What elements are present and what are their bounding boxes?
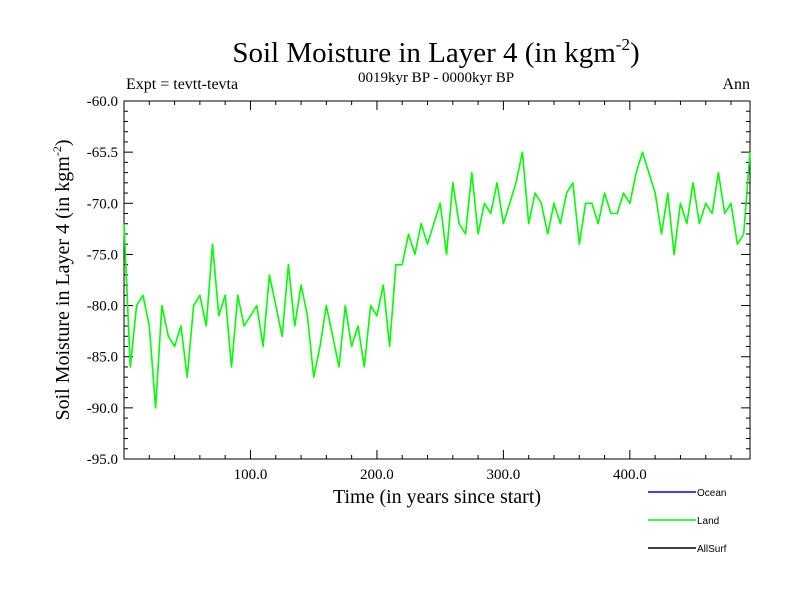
y-tick-label: -65.5	[87, 145, 118, 161]
y-axis-label-text: Soil Moisture in Layer 4 (in kgm	[52, 156, 74, 421]
series-line-land	[123, 151, 751, 409]
x-tick-label: 400.0	[613, 467, 647, 483]
y-tick-label: -95.0	[87, 452, 118, 468]
y-tick-label: -80.0	[87, 299, 118, 315]
plot-frame	[123, 100, 751, 460]
x-tick-label: 200.0	[360, 467, 394, 483]
y-tick-label: -90.0	[87, 401, 118, 417]
y-axis-label: Soil Moisture in Layer 4 (in kgm-2)	[50, 139, 74, 420]
y-axis-ticks: -60.0 -65.5 -70.0 -75.0 -80.0 -85.0 -90.0 -95.0	[87, 94, 750, 468]
chart-title: Soil Moisture in Layer 4 (in kgm-2)	[232, 35, 639, 69]
y-tick-label: -75.0	[87, 247, 118, 263]
season-label: Ann	[722, 76, 750, 93]
legend: Ocean Land AllSurf	[648, 488, 727, 555]
plot-area: -60.0 -65.5 -70.0 -75.0 -80.0 -85.0 -90.0 -95.0…	[87, 94, 751, 483]
y-axis-label-superscript: -2	[50, 146, 64, 156]
chart-title-superscript: -2	[616, 35, 630, 54]
experiment-label: Expt = tevtt-tevta	[126, 76, 238, 93]
y-axis-label-close: )	[52, 139, 74, 146]
chart-subtitle: 0019kyr BP - 0000kyr BP	[358, 70, 514, 86]
series-group	[123, 151, 751, 409]
legend-label-allsurf: AllSurf	[697, 544, 727, 555]
legend-label-ocean: Ocean	[697, 488, 726, 499]
x-axis-label: Time (in years since start)	[333, 486, 541, 508]
chart-title-text: Soil Moisture in Layer 4 (in kgm	[232, 37, 616, 69]
legend-label-land: Land	[697, 516, 719, 527]
x-tick-label: 300.0	[487, 467, 521, 483]
chart-title-close: )	[630, 37, 640, 69]
y-tick-label: -85.0	[87, 350, 118, 366]
y-tick-label: -60.0	[87, 94, 118, 110]
y-tick-label: -70.0	[87, 196, 118, 212]
x-axis-ticks: 100.0 200.0 300.0 400.0	[148, 101, 732, 483]
x-tick-label: 100.0	[234, 467, 268, 483]
